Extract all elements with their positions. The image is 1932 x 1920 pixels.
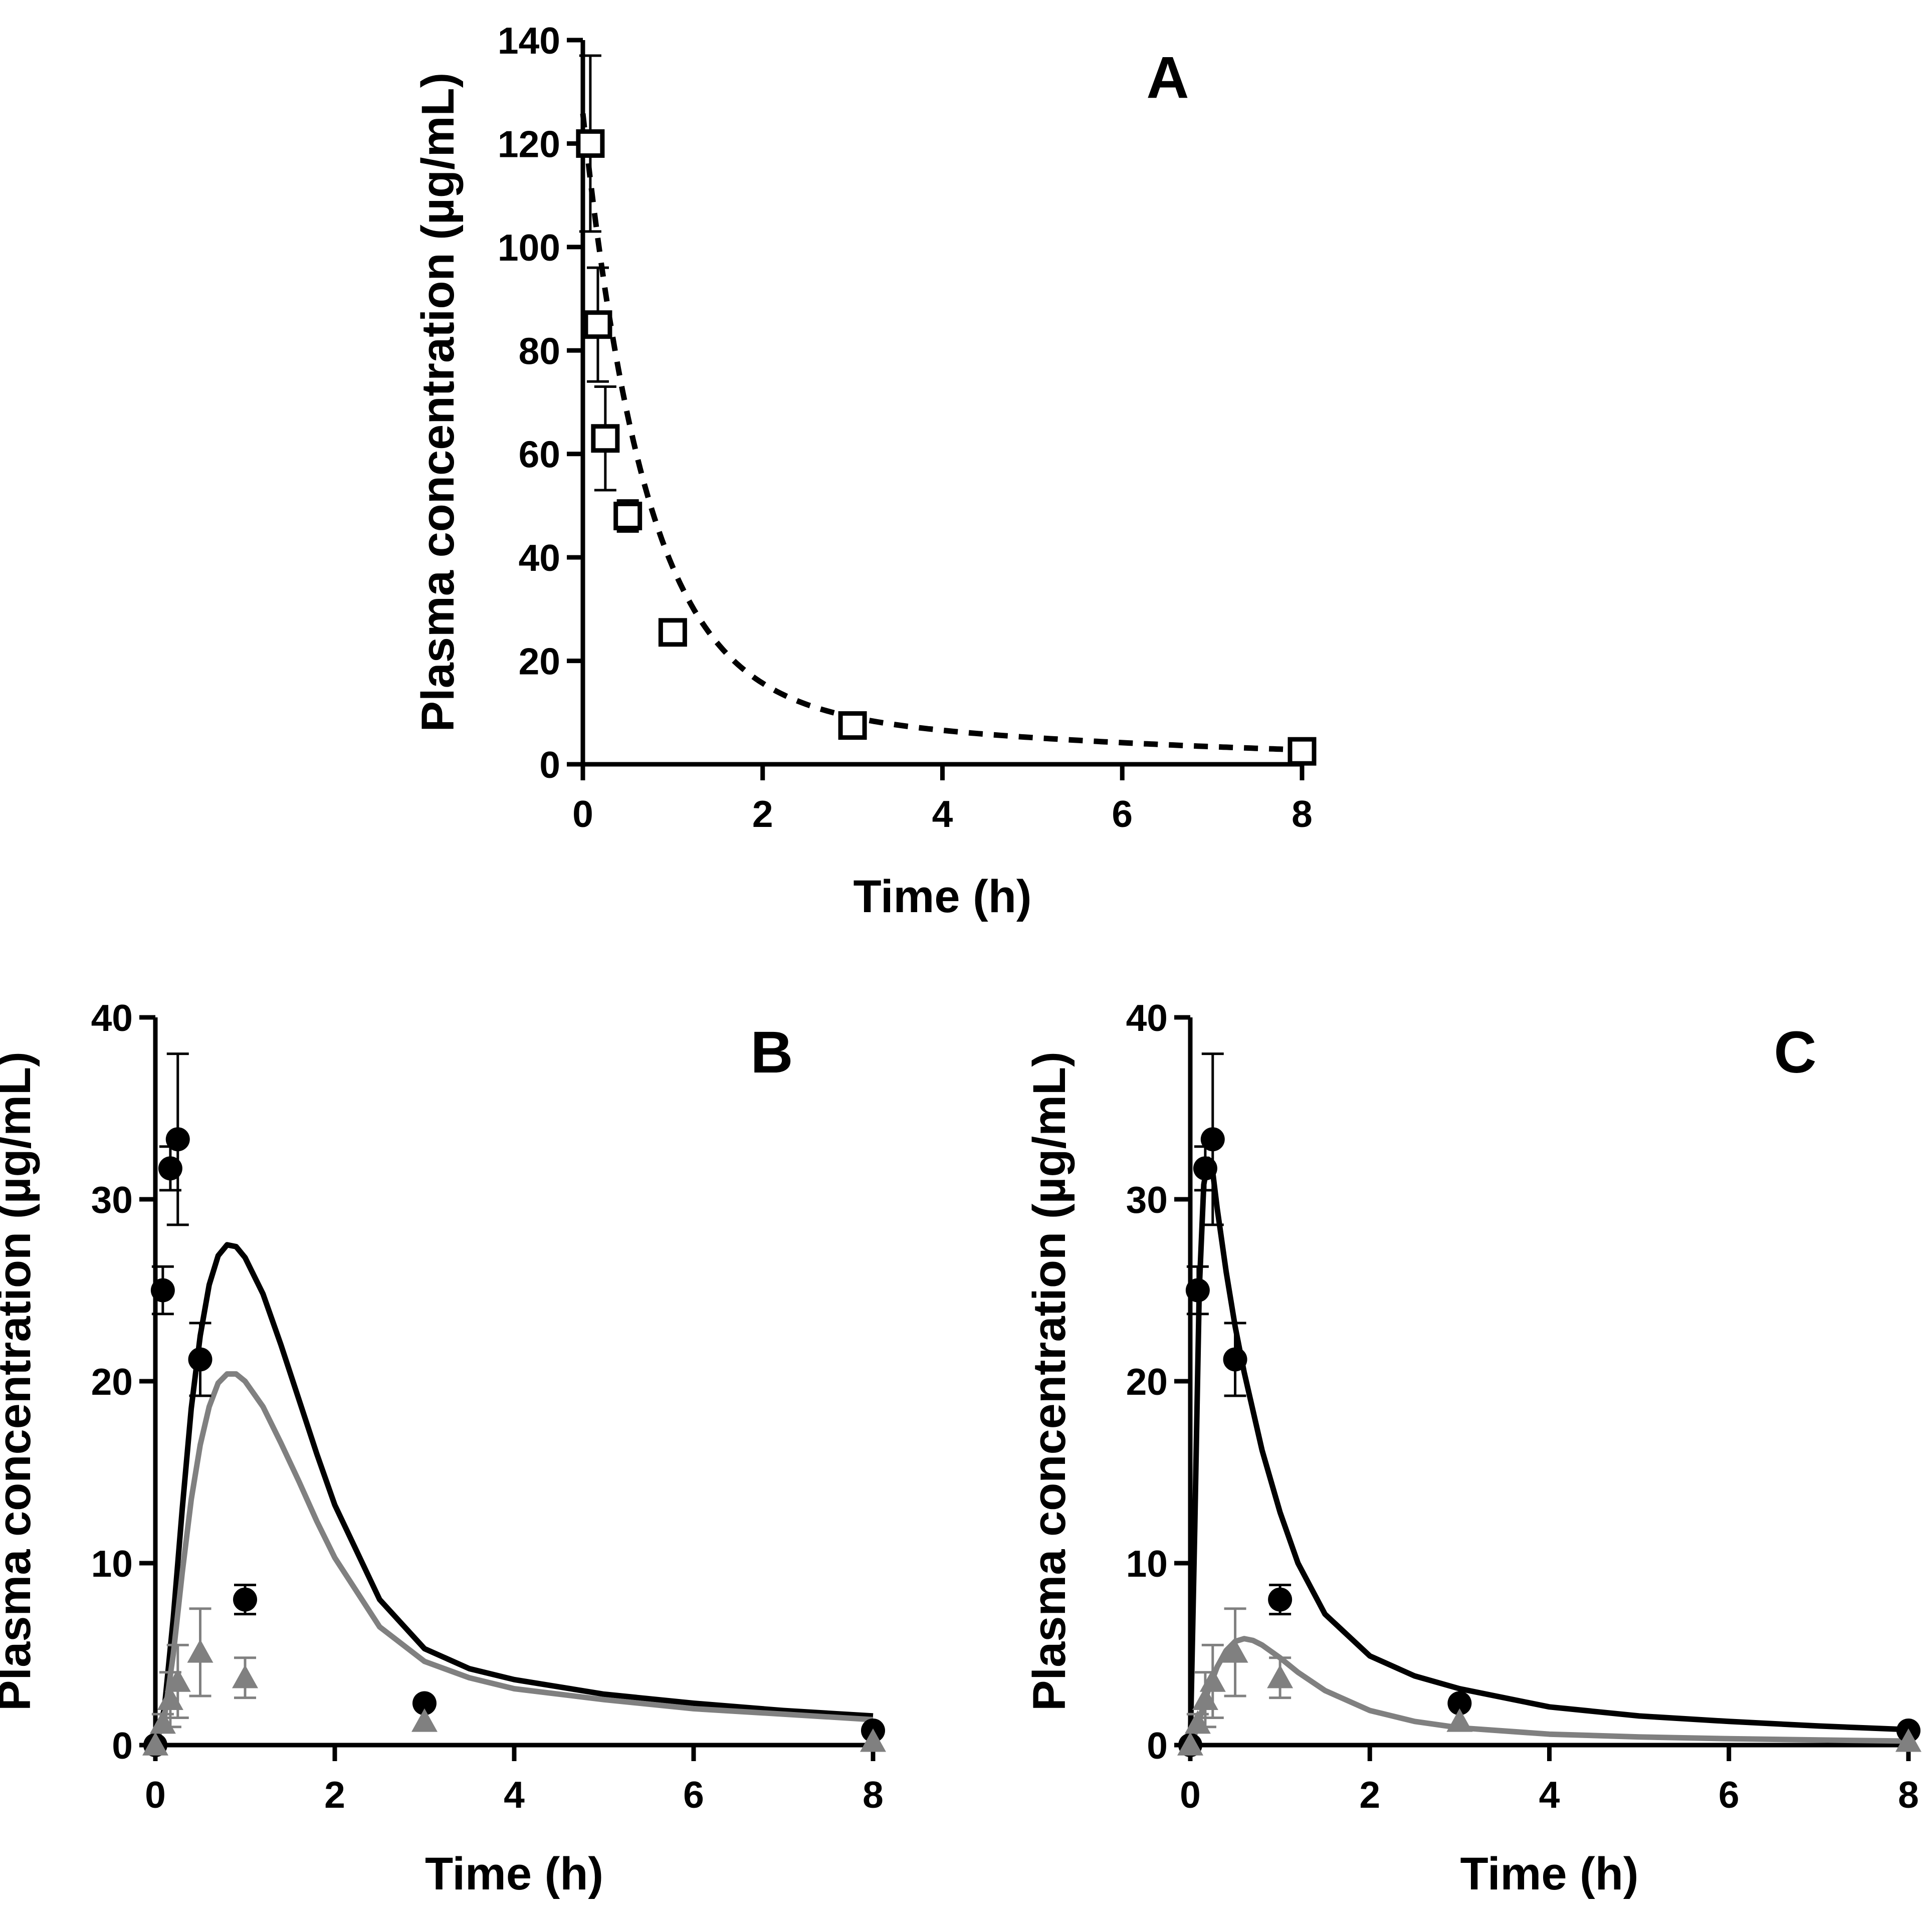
data-point-square (583, 310, 612, 339)
y-tick-label: 30 (1126, 1179, 1168, 1221)
panel-label: C (1774, 1019, 1816, 1086)
y-axis-title: Plasma concentration (µg/mL) (0, 1051, 40, 1711)
data-point-triangle (187, 1639, 213, 1663)
panel-c: 0 10 20 30 40 0 2 4 6 8 Time (h) Plasma concentrati… (1024, 997, 1921, 1899)
y-tick-label: 0 (112, 1725, 133, 1767)
y-tick-label: 20 (1126, 1361, 1168, 1403)
data-point-triangle (1267, 1664, 1294, 1688)
data-point-triangle (1177, 1732, 1203, 1756)
data-point-square (838, 711, 867, 740)
x-axis-title: Time (h) (1460, 1848, 1638, 1899)
data-point-triangle (860, 1728, 886, 1752)
x-tick-label: 2 (324, 1774, 345, 1816)
y-tick-label: 0 (1147, 1725, 1168, 1767)
y-tick-label: 140 (498, 20, 560, 62)
x-tick-label: 0 (145, 1774, 166, 1816)
data-point-circle (1268, 1587, 1293, 1612)
x-tick-label: 8 (863, 1774, 884, 1816)
x-axis-title: Time (h) (425, 1848, 603, 1899)
y-axis-title: Plasma concentration (µg/mL) (1024, 1051, 1075, 1711)
data-point-square (1287, 737, 1317, 766)
x-tick-label: 2 (752, 793, 773, 835)
data-point-circle (1200, 1127, 1225, 1152)
data-point-triangle (1895, 1728, 1921, 1752)
y-tick-label: 40 (91, 997, 133, 1039)
x-tick-label: 4 (504, 1774, 525, 1816)
y-tick-label: 0 (539, 744, 560, 786)
y-axis-title: Plasma concentration (µg/mL) (412, 73, 464, 732)
series-line-fit (580, 113, 1303, 753)
data-point-circle (150, 1278, 175, 1303)
y-tick-label: 30 (91, 1179, 133, 1221)
data-point-triangle (1199, 1668, 1226, 1692)
y-tick-label: 10 (1126, 1543, 1168, 1585)
data-point-circle (1223, 1347, 1247, 1372)
data-point-circle (1447, 1691, 1472, 1716)
data-point-triangle (1446, 1708, 1473, 1732)
x-tick-label: 4 (932, 793, 953, 835)
y-tick-label: 60 (519, 434, 560, 476)
x-tick-label: 0 (1180, 1774, 1201, 1816)
data-point-square (591, 424, 620, 453)
y-tick-label: 20 (519, 641, 560, 683)
data-point-triangle (1222, 1639, 1248, 1663)
x-tick-label: 2 (1359, 1774, 1380, 1816)
data-point-circle (188, 1347, 212, 1372)
series-line-model-black (1187, 1156, 1909, 1746)
data-point-circle (165, 1127, 190, 1152)
panel-a: 0 20 40 60 80 100 120 140 0 2 4 6 8 Time (h) Plasma co… (412, 20, 1317, 922)
data-point-square (576, 129, 605, 158)
series-line-model-grey (152, 1371, 874, 1746)
data-point-square (613, 502, 642, 531)
x-tick-label: 6 (1112, 793, 1133, 835)
x-tick-label: 4 (1539, 1774, 1560, 1816)
y-tick-label: 20 (91, 1361, 133, 1403)
x-tick-label: 6 (683, 1774, 704, 1816)
data-point-circle (1193, 1156, 1217, 1181)
data-point-circle (158, 1156, 182, 1181)
y-tick-label: 120 (498, 123, 560, 165)
y-tick-label: 40 (1126, 997, 1168, 1039)
data-point-circle (412, 1691, 437, 1716)
y-tick-label: 10 (91, 1543, 133, 1585)
series-line-model-black (152, 1242, 874, 1746)
y-tick-label: 80 (519, 330, 560, 372)
y-tick-label: 40 (519, 537, 560, 579)
x-tick-label: 6 (1719, 1774, 1740, 1816)
data-point-triangle (164, 1668, 191, 1692)
x-tick-label: 8 (1898, 1774, 1919, 1816)
x-tick-label: 8 (1292, 793, 1313, 835)
series-line-model-grey (1187, 1636, 1909, 1747)
panel-label: B (750, 1019, 793, 1086)
data-point-triangle (142, 1732, 168, 1756)
data-point-circle (233, 1587, 257, 1612)
y-tick-label: 100 (498, 227, 560, 269)
x-axis-title: Time (h) (853, 871, 1031, 922)
data-point-triangle (411, 1708, 438, 1732)
data-point-square (658, 618, 687, 647)
panel-label: A (1146, 45, 1189, 111)
data-point-circle (1185, 1278, 1210, 1303)
panel-b: 0 10 20 30 40 0 2 4 6 8 Time (h) Plasma concentrati… (0, 997, 886, 1899)
data-point-triangle (232, 1664, 258, 1688)
x-tick-label: 0 (572, 793, 593, 835)
